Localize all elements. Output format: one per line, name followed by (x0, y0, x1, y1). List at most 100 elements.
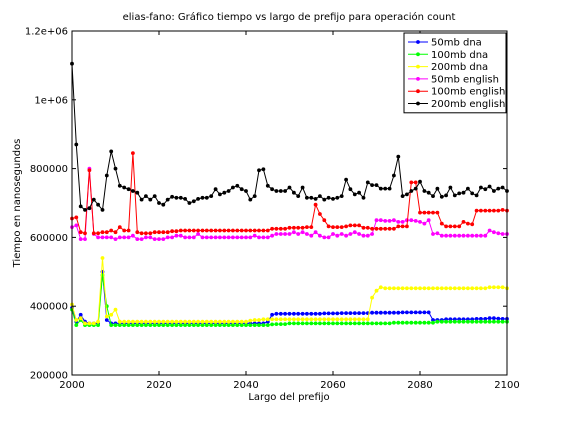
data-point (222, 319, 227, 324)
data-point (483, 286, 488, 291)
data-point (174, 195, 179, 200)
data-point (187, 323, 192, 327)
data-point (426, 210, 431, 215)
data-point (444, 224, 448, 229)
data-point (500, 317, 505, 321)
data-point (292, 190, 296, 195)
data-point (287, 232, 292, 236)
data-point (313, 321, 318, 326)
data-point (287, 317, 292, 322)
data-point (252, 318, 257, 322)
data-point (170, 319, 175, 324)
data-point (292, 321, 296, 326)
data-point (74, 318, 79, 322)
data-point (135, 230, 140, 235)
data-point (331, 317, 335, 322)
data-point (139, 197, 144, 202)
data-point (309, 321, 314, 326)
data-point (270, 312, 274, 317)
data-point (335, 225, 340, 230)
data-point (278, 189, 283, 193)
data-point (265, 317, 270, 322)
data-point (318, 311, 322, 316)
series-layer (70, 61, 509, 327)
data-point (461, 190, 466, 195)
data-point (222, 190, 227, 195)
data-point (292, 230, 296, 235)
data-point (444, 193, 448, 198)
data-point (261, 228, 266, 233)
data-point (470, 286, 475, 291)
data-point (496, 208, 501, 213)
data-point (261, 317, 266, 322)
data-point (96, 319, 100, 324)
data-point (274, 311, 279, 316)
data-point (218, 319, 222, 324)
data-point (361, 321, 366, 326)
data-point (183, 323, 188, 327)
data-point (261, 235, 266, 240)
data-point (283, 226, 287, 231)
data-point (300, 230, 305, 235)
data-point (378, 226, 383, 231)
data-point (431, 320, 435, 325)
data-point (157, 230, 161, 235)
data-point (448, 319, 453, 324)
legend-label: 50mb english (431, 74, 499, 85)
data-point (483, 317, 488, 321)
data-point (148, 231, 153, 236)
data-point (348, 317, 353, 322)
data-point (305, 311, 309, 316)
data-point (396, 286, 401, 291)
data-point (487, 285, 492, 290)
data-point (235, 319, 240, 324)
data-point (100, 230, 105, 235)
data-point (461, 233, 466, 238)
data-point (479, 319, 483, 324)
data-point (487, 228, 492, 233)
data-point (170, 229, 175, 234)
data-point (113, 307, 118, 312)
data-point (222, 228, 227, 233)
data-point (91, 321, 96, 326)
data-point (378, 321, 383, 326)
data-point (296, 311, 301, 316)
data-point (326, 235, 331, 240)
data-point (261, 323, 266, 327)
data-point (139, 231, 144, 236)
data-point (409, 286, 414, 291)
data-point (248, 235, 253, 240)
data-point (444, 233, 448, 238)
legend-box (403, 32, 507, 114)
legend-entry: 200mb english (408, 99, 505, 110)
data-point (196, 319, 201, 324)
data-point (409, 320, 414, 325)
data-point (370, 232, 374, 236)
data-point (339, 321, 344, 326)
legend-marker (416, 101, 420, 106)
data-point (331, 311, 335, 316)
data-point (252, 194, 257, 199)
data-point (248, 323, 253, 327)
data-point (344, 177, 348, 182)
data-point (392, 286, 396, 291)
data-point (78, 237, 83, 242)
data-point (357, 223, 361, 228)
data-point (387, 321, 392, 326)
data-point (339, 317, 344, 322)
legend-label: 100mb dna (431, 50, 488, 61)
data-point (213, 235, 218, 240)
data-point (487, 316, 492, 321)
data-point (209, 235, 214, 240)
data-point (265, 183, 270, 188)
data-point (209, 319, 214, 324)
data-point (139, 237, 144, 242)
data-point (187, 319, 192, 324)
data-point (435, 231, 440, 236)
data-point (300, 225, 305, 230)
data-point (104, 235, 109, 240)
data-point (413, 180, 418, 185)
legend-label: 100mb english (431, 87, 505, 98)
data-point (309, 233, 314, 238)
data-point (204, 235, 209, 240)
